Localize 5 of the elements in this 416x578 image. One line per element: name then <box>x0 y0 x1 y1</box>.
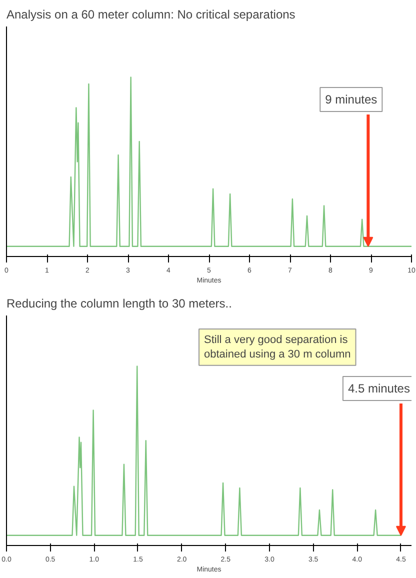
text: Still a very good separation is obtained using a 30 m column <box>204 334 351 360</box>
chart-title: Reducing the column length to 30 meters.. <box>6 296 232 310</box>
chart-title: Analysis on a 60 meter column: No critical separations <box>6 8 296 22</box>
annotation: 4.5 minutes <box>348 381 410 396</box>
annotation: 9 minutes <box>325 92 378 106</box>
